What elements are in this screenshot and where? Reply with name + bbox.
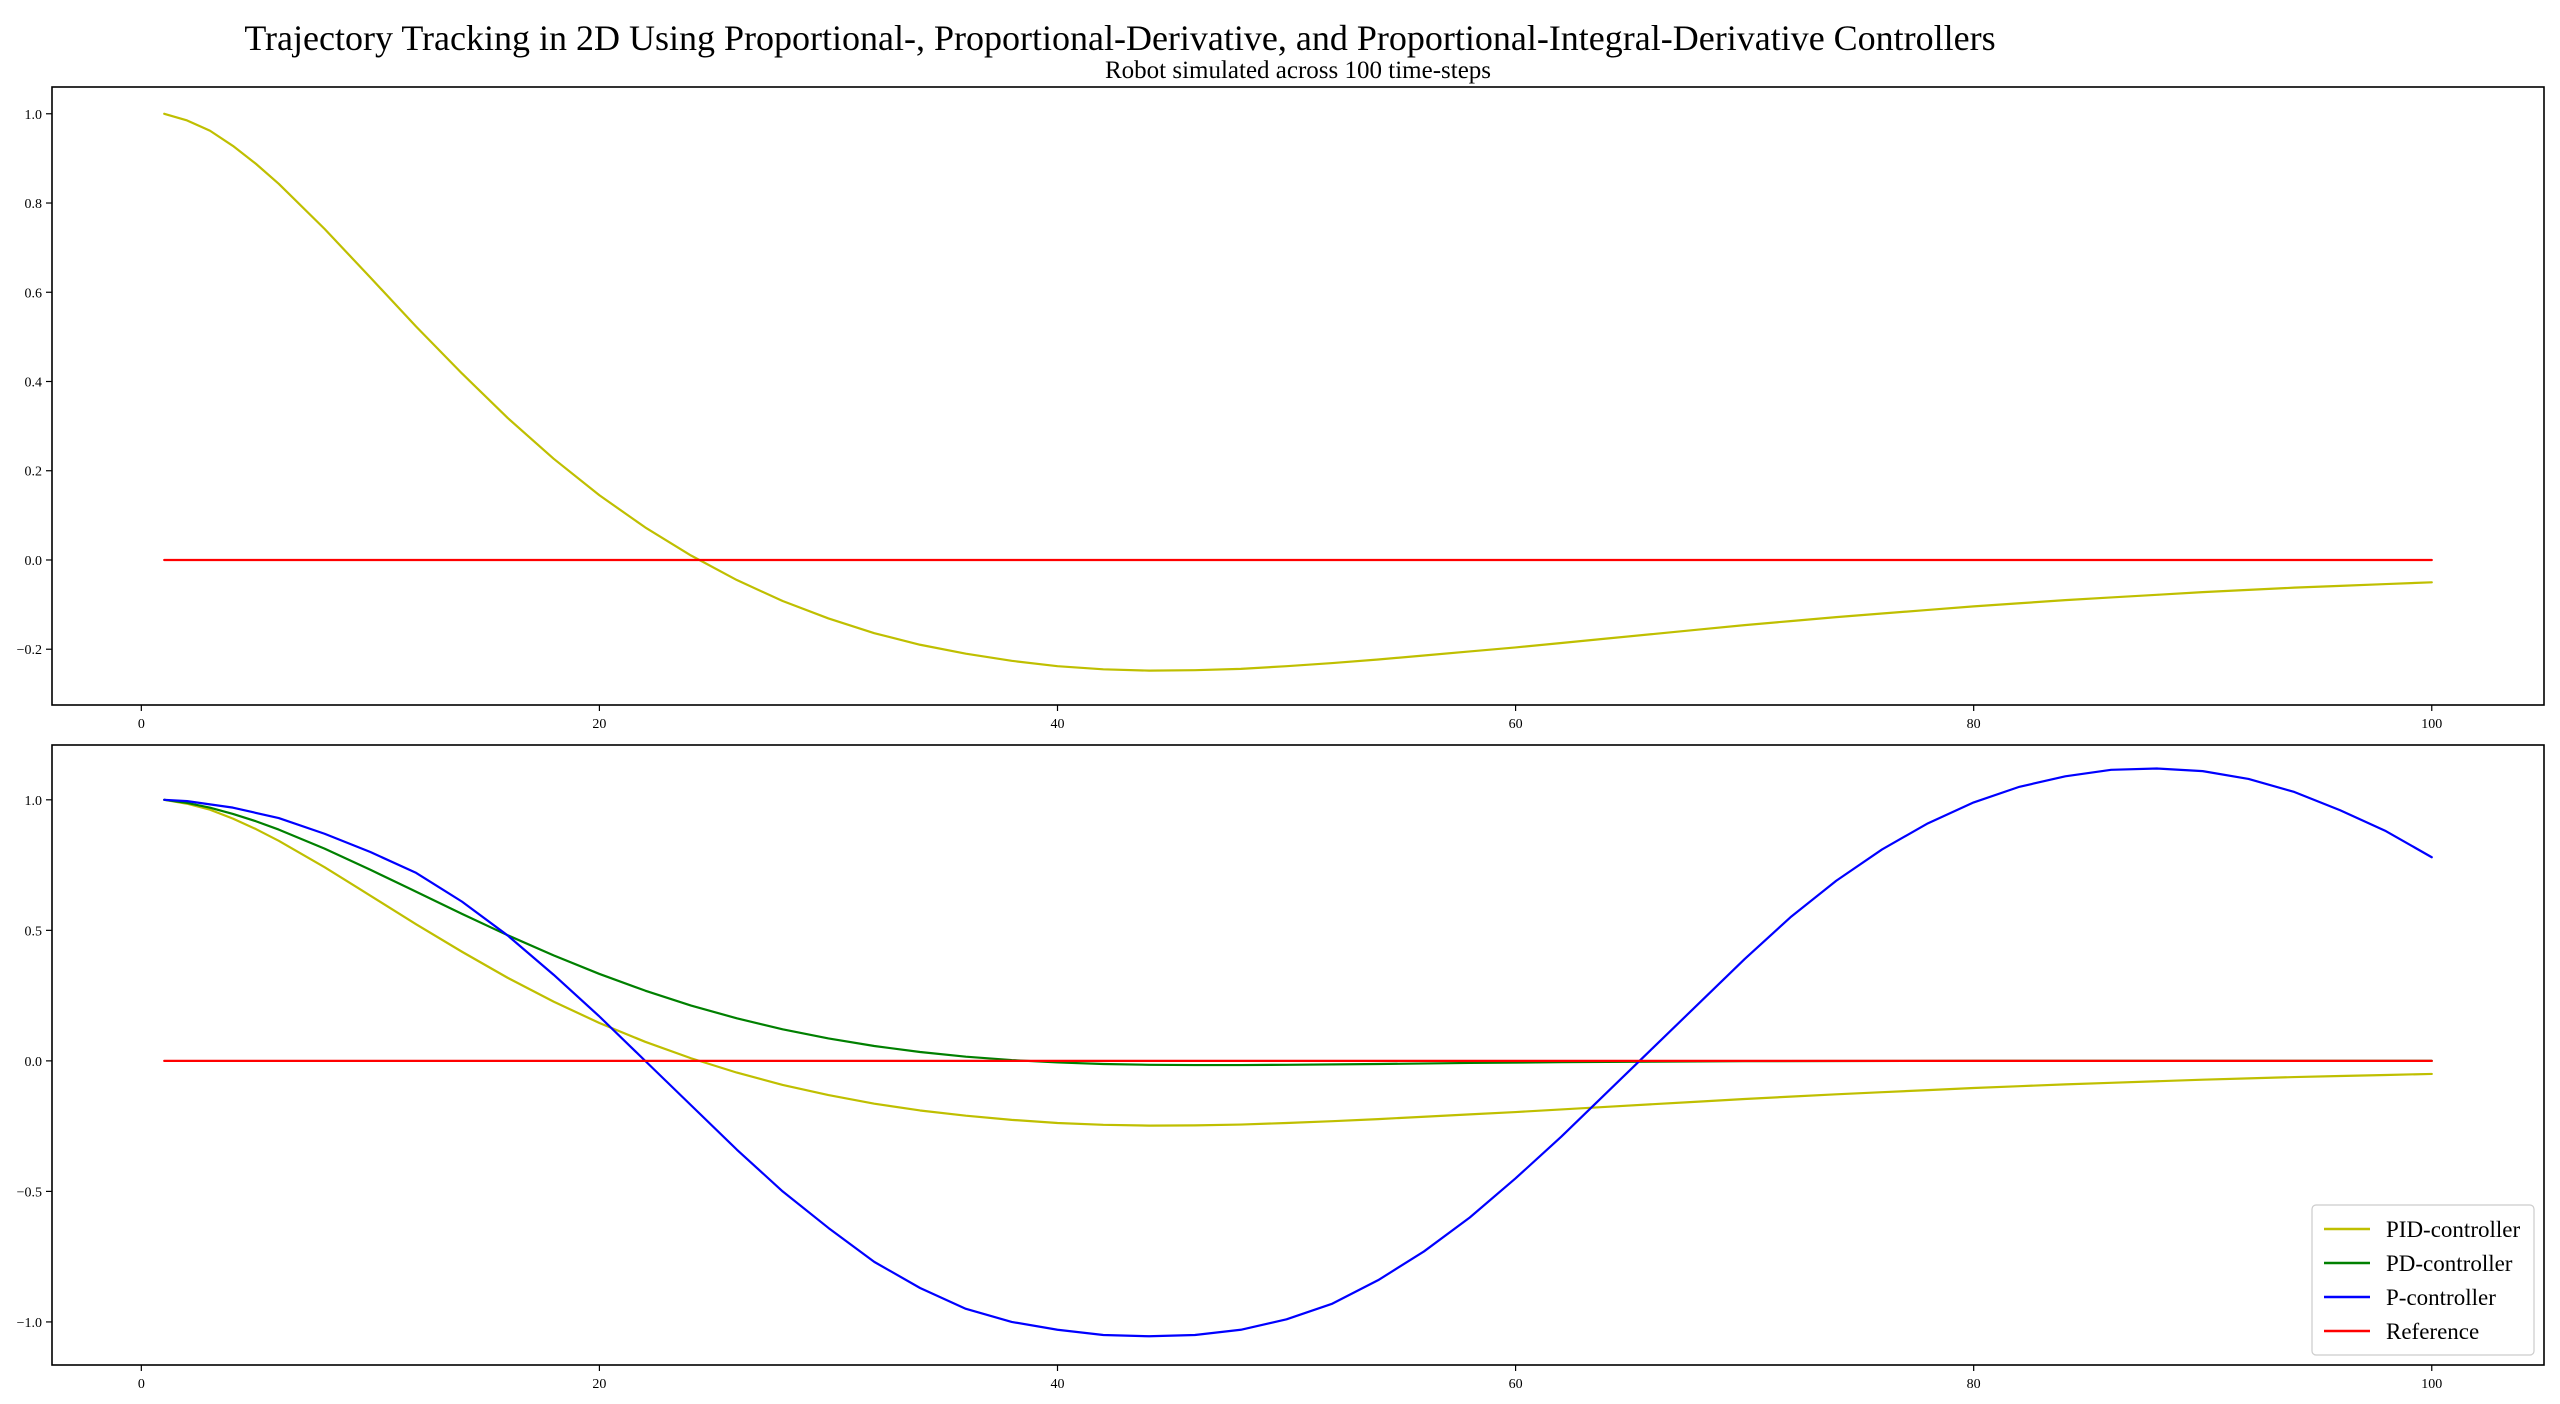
figure-title: Trajectory Tracking in 2D Using Proporti…: [244, 18, 1995, 58]
top-x-tick-label: 40: [1051, 717, 1065, 732]
top-axes-lines: [163, 112, 2433, 672]
top-y-tick-label: 0.2: [25, 465, 43, 480]
bottom-series-line-pd-controller: [163, 798, 2433, 1067]
top-x-tick-label: 20: [592, 717, 606, 732]
bottom-axes-frame: [51, 744, 2545, 1366]
top-y-tick-label: 0.4: [25, 375, 43, 390]
bottom-axes-ticks: 0 20 40 60 80 100 −1.0 −0.5 0.0 0.5 1.0: [17, 794, 2443, 1392]
top-y-tick-label: 0.8: [25, 197, 43, 212]
bottom-axes: 0 20 40 60 80 100 −1.0 −0.5 0.0 0.5 1.0 PID-contro…: [17, 744, 2545, 1392]
bottom-y-tick-label: −0.5: [17, 1185, 42, 1200]
legend-label-reference: Reference: [2386, 1319, 2479, 1344]
bottom-x-tick-label: 40: [1051, 1377, 1065, 1392]
bottom-series-line-p-controller: [163, 767, 2433, 1338]
top-x-tick-label: 0: [138, 717, 145, 732]
bottom-y-tick-label: 1.0: [25, 794, 43, 809]
bottom-x-tick-label: 80: [1967, 1377, 1981, 1392]
top-series-line-0: [163, 112, 2433, 672]
bottom-axes-lines: [163, 767, 2433, 1338]
bottom-x-tick-label: 60: [1509, 1377, 1523, 1392]
legend-label-pd-controller: PD-controller: [2386, 1251, 2513, 1276]
top-axes-frame: [51, 86, 2545, 706]
top-axes: 0 20 40 60 80 100 −0.2 0.0 0.2 0.4 0.6 0.8 1.0: [17, 86, 2545, 732]
top-y-tick-label: 0.0: [25, 554, 43, 569]
bottom-series-line-pid-controller: [163, 798, 2433, 1127]
legend-label-pid-controller: PID-controller: [2386, 1217, 2520, 1242]
top-y-tick-label: −0.2: [17, 643, 42, 658]
bottom-y-tick-label: −1.0: [17, 1316, 42, 1331]
legend-label-p-controller: P-controller: [2386, 1285, 2496, 1310]
top-x-tick-label: 100: [2421, 717, 2442, 732]
figure-subtitle: Robot simulated across 100 time-steps: [1105, 57, 1491, 84]
top-x-tick-label: 60: [1509, 717, 1523, 732]
top-axes-ticks: 0 20 40 60 80 100 −0.2 0.0 0.2 0.4 0.6 0.8 1.0: [17, 108, 2443, 732]
bottom-y-tick-label: 0.5: [25, 924, 43, 939]
legend: PID-controller PD-controller P-controller R…: [2311, 1204, 2535, 1356]
bottom-x-tick-label: 0: [138, 1377, 145, 1392]
top-x-tick-label: 80: [1967, 717, 1981, 732]
bottom-x-tick-label: 20: [592, 1377, 606, 1392]
bottom-x-tick-label: 100: [2421, 1377, 2442, 1392]
top-y-tick-label: 0.6: [25, 286, 43, 301]
top-y-tick-label: 1.0: [25, 108, 43, 123]
bottom-y-tick-label: 0.0: [25, 1055, 43, 1070]
legend-box: [2311, 1204, 2535, 1356]
